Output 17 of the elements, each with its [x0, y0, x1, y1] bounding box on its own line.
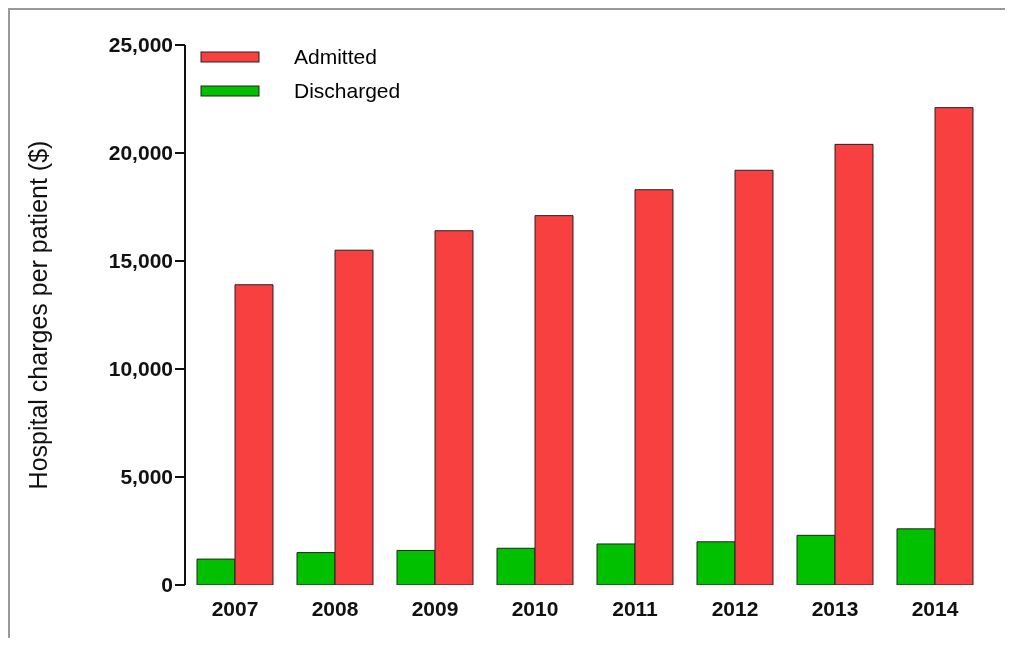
legend-label: Discharged: [294, 79, 401, 103]
x-tick-label: 2009: [411, 596, 459, 620]
x-tick-label: 2014: [911, 596, 959, 620]
y-tick-label: 25,000: [108, 33, 173, 57]
x-tick-label: 2007: [211, 596, 259, 620]
x-tick-label: 2008: [311, 596, 359, 620]
x-tick-label: 2012: [711, 596, 759, 620]
y-tick-label: 5,000: [120, 465, 173, 489]
y-tick-label: 15,000: [108, 249, 173, 273]
legend-label: Admitted: [294, 45, 377, 69]
y-tick-label: 10,000: [108, 357, 173, 381]
x-tick-label: 2013: [811, 596, 859, 620]
x-tick-label: 2011: [612, 596, 659, 620]
y-tick-label: 0: [161, 573, 173, 597]
x-tick-label: 2010: [511, 596, 559, 620]
y-axis-title: Hospital charges per patient ($): [23, 140, 52, 490]
y-tick-label: 20,000: [108, 141, 173, 165]
